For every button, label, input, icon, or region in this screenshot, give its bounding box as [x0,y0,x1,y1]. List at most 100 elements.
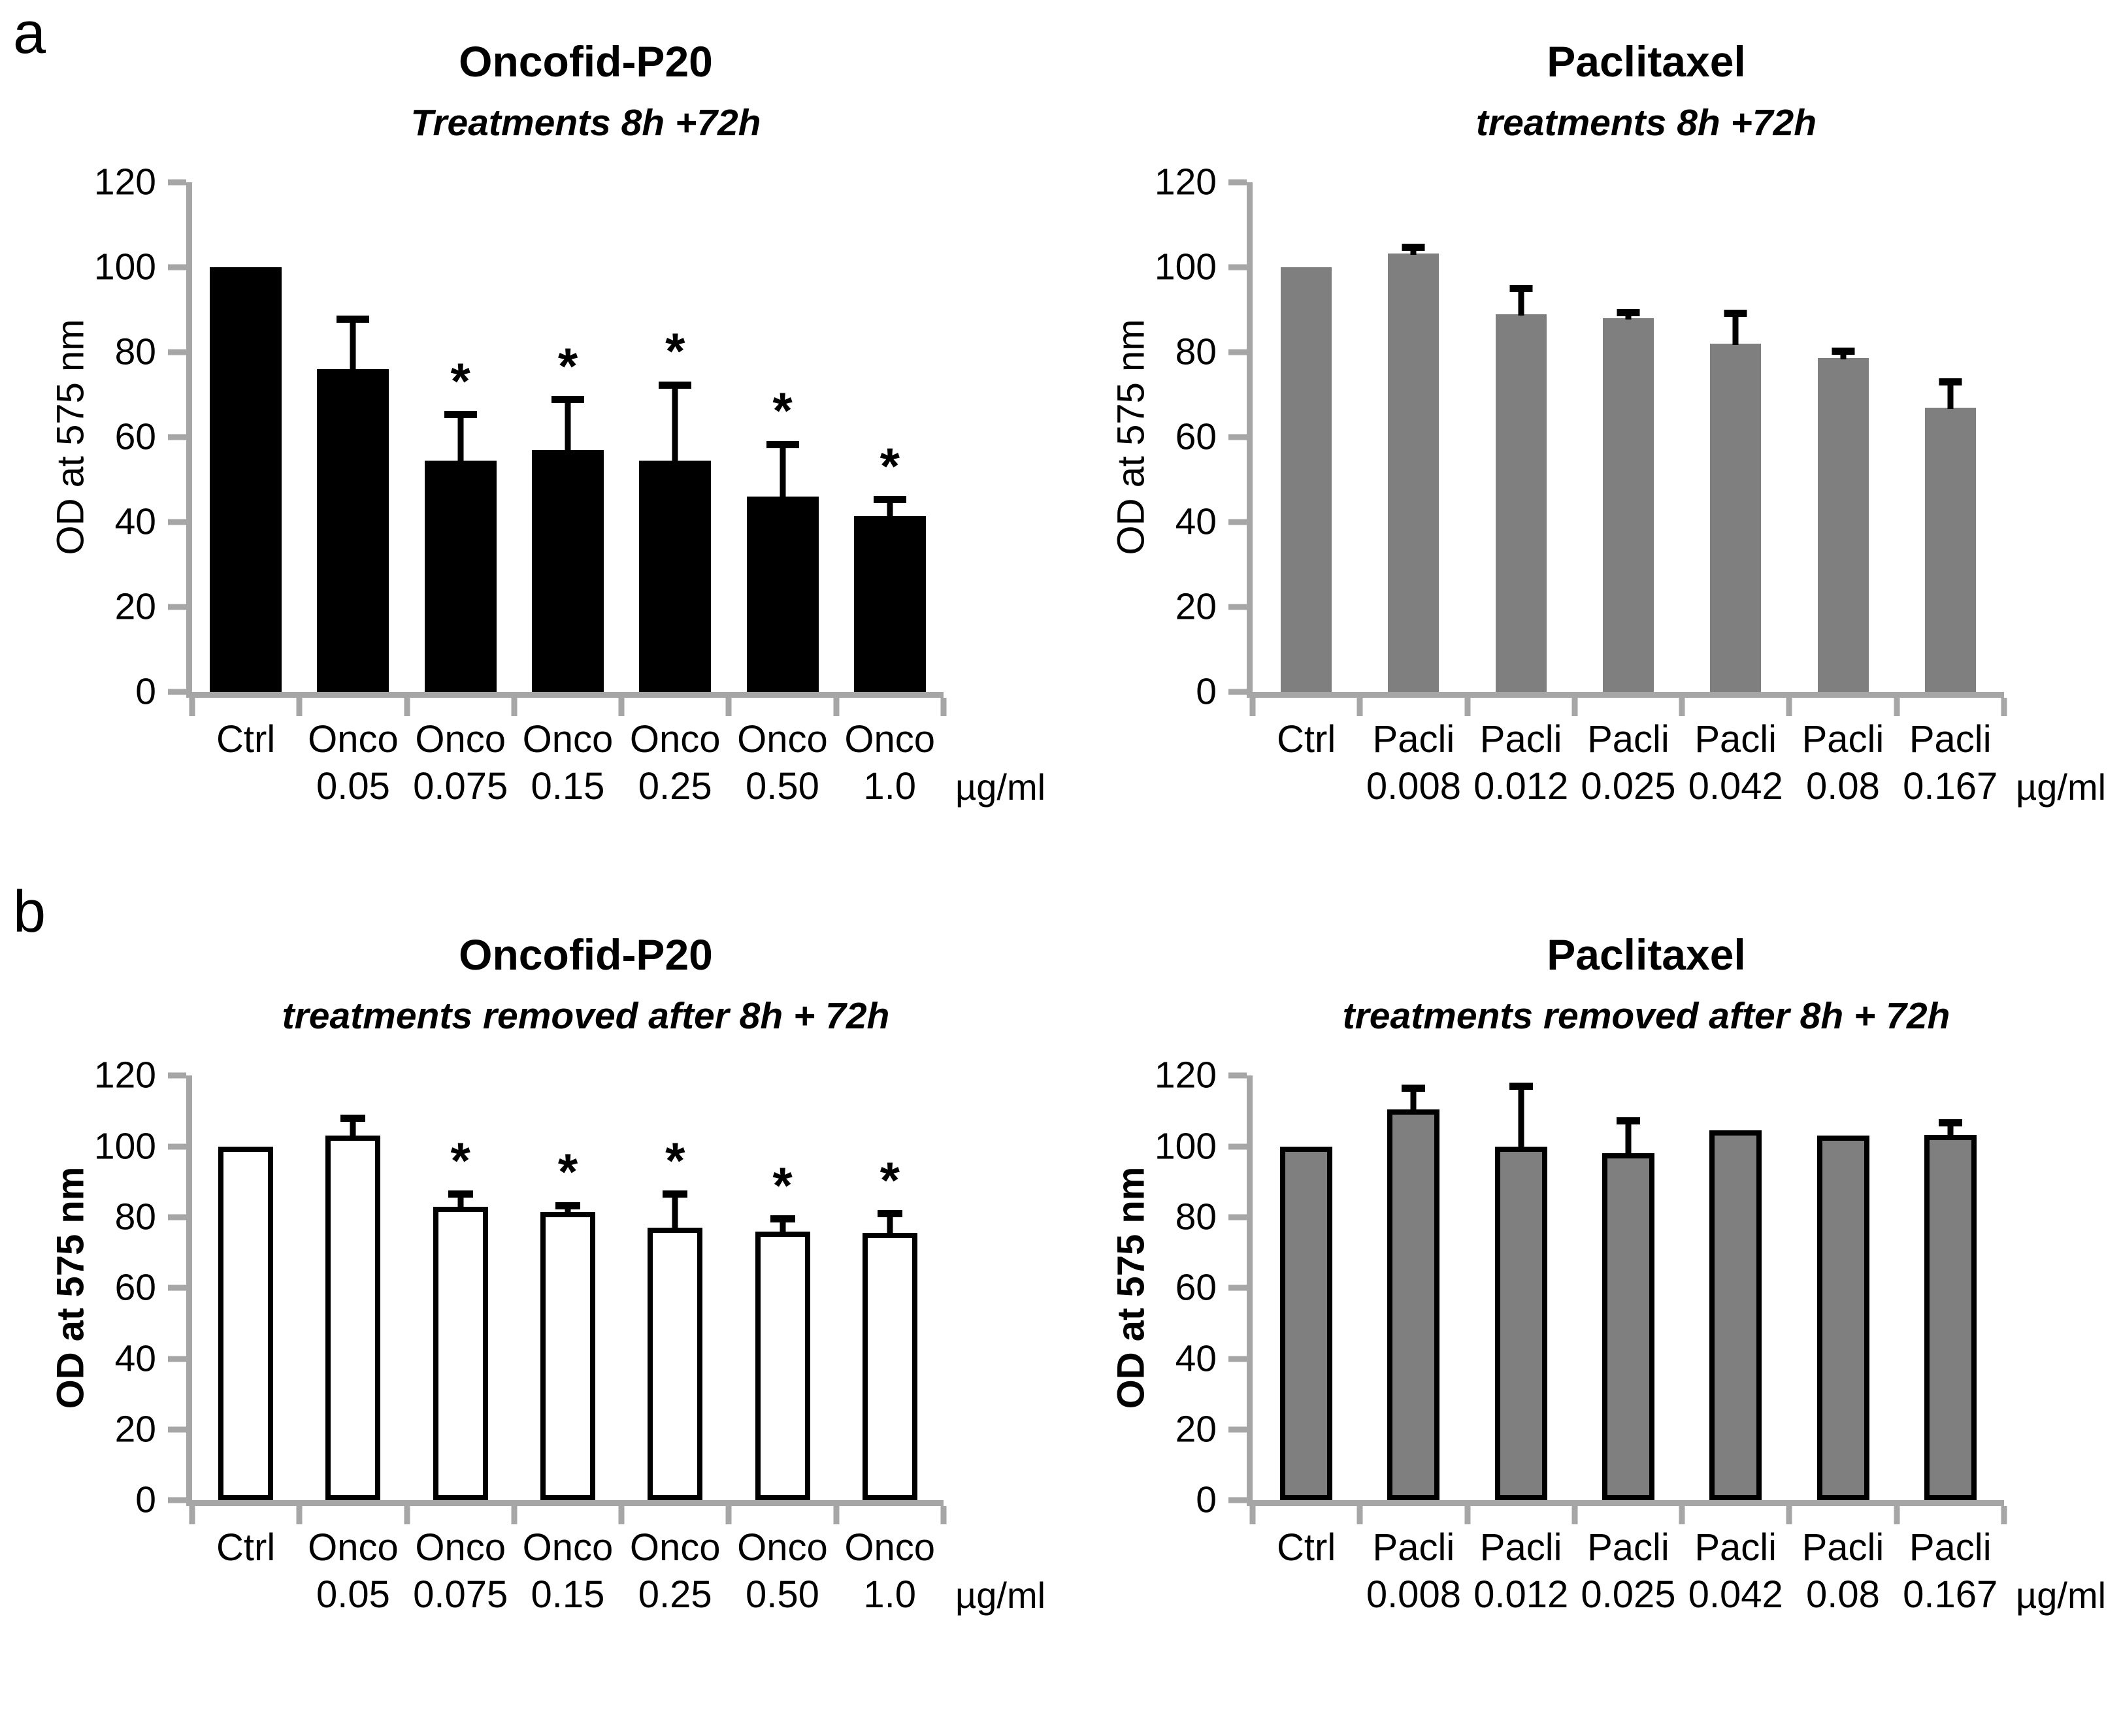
x-label-name: Pacli [1587,1526,1669,1569]
y-tick-mark-80 [1228,1214,1247,1220]
bar-pacli-0-012 [1495,314,1547,693]
x-label-concentration: 0.075 [413,1573,508,1616]
x-label-name: Ctrl [216,1526,276,1569]
x-label-name: Onco [415,1526,506,1569]
y-tick-mark-120 [168,179,186,186]
bar-pacli-0-025 [1603,318,1654,693]
error-bar-cap [444,411,477,419]
plot-area: * * * * * [186,1075,947,1525]
y-tick-label-0: 0 [1196,1479,1217,1521]
x-label-name: Pacli [1694,718,1777,761]
x-label-name: Onco [415,718,506,761]
x-label-concentration: 0.25 [638,765,712,808]
y-tick-mark-60 [1228,434,1247,440]
x-tick-mark [618,698,625,717]
unit-label: µg/ml [2016,766,2107,808]
chart-paclitaxel-removed: Paclitaxel treatments removed after 8h +… [1060,879,2121,1616]
chart-subtitle: treatments removed after 8h + 72h [282,994,890,1037]
error-bar [1947,385,1954,409]
x-tick-mark [725,1506,732,1525]
y-tick-mark-40 [1228,1356,1247,1362]
x-tick-mark [296,1506,303,1525]
x-label-name: Pacli [1479,718,1562,761]
x-label-concentration: 0.50 [746,765,819,808]
error-bar [1947,1126,1954,1136]
x-label-concentration: 0.012 [1473,1573,1569,1616]
x-label-concentration: 0.08 [1806,765,1880,808]
x-tick-mark [511,698,518,717]
bar-pacli-0-012 [1494,1146,1547,1501]
x-label-name: Pacli [1372,1526,1455,1569]
y-tick-mark-120 [1228,179,1247,186]
chart-subtitle: treatments 8h +72h [1475,101,1817,144]
bar-pacli-0-042 [1710,344,1762,693]
significance-asterisk: * [665,322,685,380]
y-tick-mark-80 [168,349,186,355]
y-tick-mark-120 [1228,1072,1247,1079]
y-tick-label-100: 100 [93,1125,156,1168]
significance-asterisk: * [880,436,900,495]
error-bar [780,448,786,499]
bar-pacli-0-08 [1817,357,1869,693]
y-tick-label-40: 40 [1175,1337,1217,1380]
x-tick-mark [1571,698,1578,717]
x-tick-mark [940,698,947,717]
error-bar-cap [877,1209,902,1217]
x-label-name: Ctrl [1277,1526,1336,1569]
error-bar [1410,1091,1417,1111]
x-tick-mark [1249,1506,1256,1525]
y-tick-mark-40 [168,519,186,525]
x-tick-mark [296,698,303,717]
y-tick-mark-100 [168,264,186,270]
error-bar [1732,316,1739,346]
error-bar-cap [1939,378,1962,385]
y-tick-label-20: 20 [114,585,156,628]
y-tick-label-100: 100 [1154,1125,1217,1168]
error-bar [1518,291,1524,316]
y-tick-mark-100 [168,1143,186,1150]
x-label-name: Onco [844,718,936,761]
bar-onco-1-0 [862,1233,917,1501]
y-tick-label-40: 40 [1175,500,1217,543]
panel-a: a Oncofid-P20 Treatments 8h +72h OD at 5… [0,0,2121,808]
panel-b-charts: Oncofid-P20 treatments removed after 8h … [0,879,2121,1616]
error-bar [457,418,464,463]
plot-wrap: OD at 575 nm 120 100 80 60 40 20 0 [1100,163,2121,717]
x-label-name: Onco [522,1526,614,1569]
x-label-concentration: 0.05 [316,1573,390,1616]
y-axis-label: OD at 575 nm [49,319,91,555]
y-tick-label-0: 0 [135,1479,156,1521]
bar-onco-0-50 [755,1231,810,1501]
y-tick-label-0: 0 [1196,670,1217,713]
y-tick-mark-60 [168,434,186,440]
y-tick-label-40: 40 [114,500,156,543]
plot-wrap: OD at 575 nm 120 100 80 60 40 20 0 [1100,1056,2121,1525]
y-tick-label-120: 120 [1154,1054,1217,1096]
panel-b-letter: b [13,879,46,945]
significance-asterisk: * [665,1131,685,1189]
x-tick-mark [1356,1506,1363,1525]
chart-oncofid-removed: Oncofid-P20 treatments removed after 8h … [0,879,1060,1616]
y-tick-label-80: 80 [1175,331,1217,373]
x-label-concentration: 0.50 [746,1573,819,1616]
unit-label: µg/ml [955,766,1046,808]
x-label-concentration: 0.008 [1366,1573,1461,1616]
y-tick-label-100: 100 [93,246,156,288]
y-tick-label-20: 20 [1175,585,1217,628]
x-tick-mark [1356,698,1363,717]
error-bar [350,322,356,371]
x-label-name: Onco [737,718,828,761]
bar-pacli-0-08 [1817,1136,1869,1501]
x-label-name: Ctrl [1277,718,1336,761]
y-tick-mark-0 [1228,689,1247,695]
y-tick-mark-100 [1228,1143,1247,1150]
x-category-names: Ctrl Pacli Pacli Pacli Pacli Pacli Pacli [1253,719,2004,761]
plot-area [1247,1075,2007,1525]
significance-asterisk: * [557,1143,578,1201]
bar-pacli-0-042 [1709,1130,1762,1501]
x-label-concentration: 0.008 [1366,765,1461,808]
x-tick-mark [1894,698,1900,717]
y-tick-label-40: 40 [114,1337,156,1380]
x-tick-mark [404,698,410,717]
bar-pacli-0-008 [1388,253,1439,693]
